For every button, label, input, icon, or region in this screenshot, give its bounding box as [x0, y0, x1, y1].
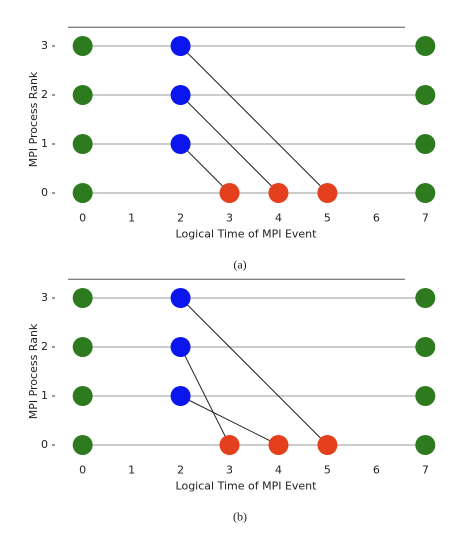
x-tick-label: 0 — [79, 212, 86, 225]
event-point — [415, 183, 436, 203]
event-point — [268, 183, 289, 203]
y-tick-label: 0 — [41, 186, 48, 199]
caption: (a) — [233, 257, 246, 271]
message-line — [180, 297, 328, 446]
x-tick-label: 2 — [177, 212, 184, 225]
event-point — [317, 435, 338, 455]
event-point — [415, 337, 436, 357]
event-point — [415, 386, 436, 406]
event-point — [170, 134, 191, 154]
y-axis-label: MPI Process Rank — [27, 71, 40, 167]
x-tick-label: 4 — [275, 464, 282, 477]
message-line — [180, 45, 328, 194]
x-tick-label: 5 — [324, 464, 331, 477]
x-tick-label: 3 — [226, 212, 233, 225]
event-point — [72, 435, 93, 455]
y-tick-label: 3 — [41, 291, 48, 304]
y-tick-label: 1 — [41, 137, 48, 150]
x-tick-label: 6 — [373, 212, 380, 225]
y-tick-label: 2 — [41, 340, 48, 353]
event-point — [72, 85, 93, 105]
x-tick-label: 7 — [422, 212, 429, 225]
event-point — [415, 134, 436, 154]
event-point — [317, 183, 338, 203]
event-point — [415, 288, 436, 308]
event-point — [72, 134, 93, 154]
event-point — [170, 85, 191, 105]
y-tick-label: 2 — [41, 88, 48, 101]
event-point — [415, 435, 436, 455]
event-point — [415, 36, 436, 56]
y-tick-label: 0 — [41, 438, 48, 451]
x-tick-label: 5 — [324, 212, 331, 225]
message-line — [180, 346, 230, 446]
x-tick-label: 3 — [226, 464, 233, 477]
event-point — [170, 36, 191, 56]
event-point — [72, 288, 93, 308]
event-point — [268, 435, 289, 455]
message-line — [180, 143, 230, 194]
event-point — [219, 183, 240, 203]
x-tick-label: 7 — [422, 464, 429, 477]
caption: (b) — [233, 509, 247, 523]
y-axis-label: MPI Process Rank — [27, 323, 40, 419]
event-point — [170, 288, 191, 308]
event-point — [170, 337, 191, 357]
x-axis-label: Logical Time of MPI Event — [176, 228, 318, 241]
message-line — [180, 94, 279, 194]
x-tick-label: 2 — [177, 464, 184, 477]
x-tick-label: 6 — [373, 464, 380, 477]
message-line — [180, 395, 279, 446]
event-point — [72, 36, 93, 56]
event-point — [170, 386, 191, 406]
event-point — [219, 435, 240, 455]
x-tick-label: 1 — [128, 464, 135, 477]
event-point — [72, 337, 93, 357]
event-point — [72, 183, 93, 203]
y-tick-label: 1 — [41, 389, 48, 402]
x-tick-label: 4 — [275, 212, 282, 225]
x-axis-label: Logical Time of MPI Event — [176, 480, 318, 493]
x-tick-label: 0 — [79, 464, 86, 477]
event-point — [72, 386, 93, 406]
event-point — [415, 85, 436, 105]
y-tick-label: 3 — [41, 39, 48, 52]
x-tick-label: 1 — [128, 212, 135, 225]
